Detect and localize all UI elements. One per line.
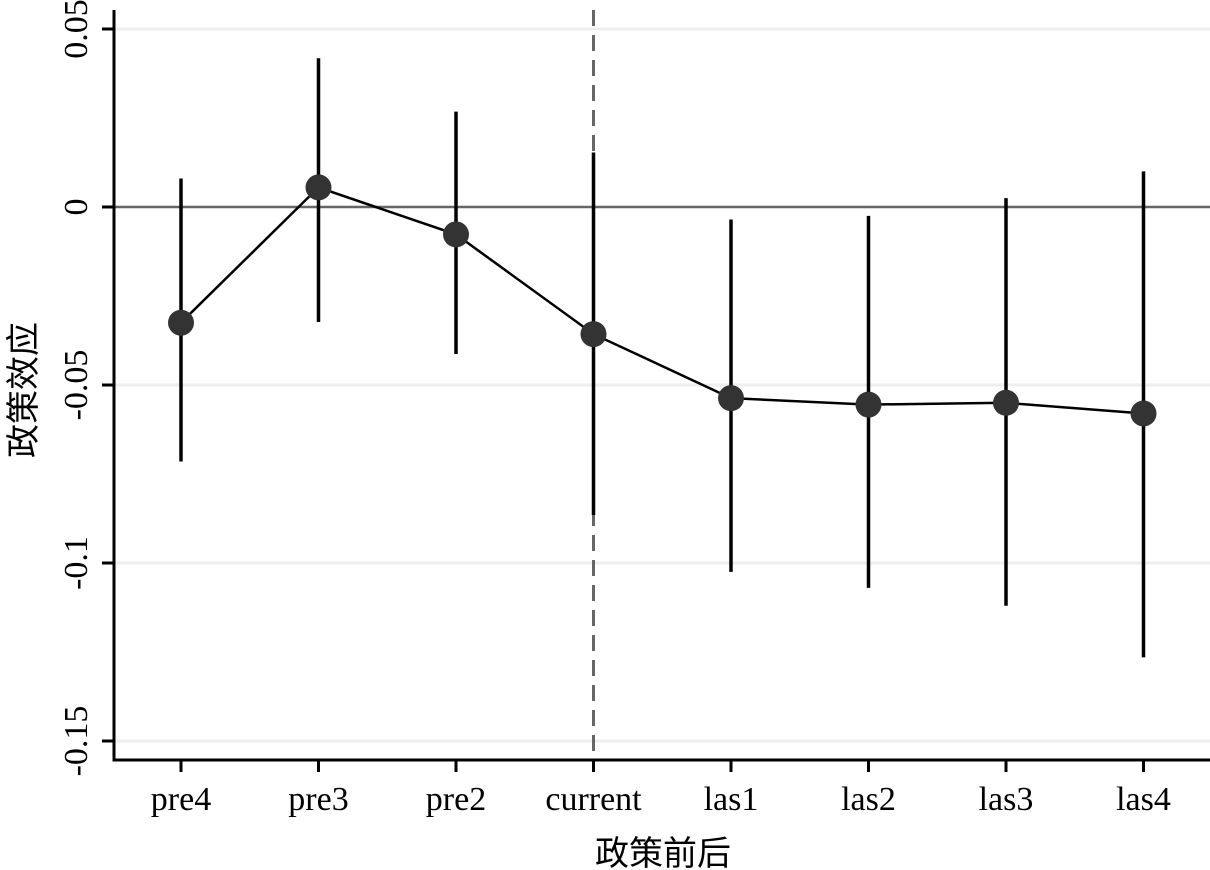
data-point xyxy=(443,221,469,248)
x-tick-label: las4 xyxy=(1116,781,1171,818)
data-point xyxy=(305,174,332,201)
x-tick-labels: pre4 pre3 pre2 current las1 las2 las3 las4 xyxy=(151,781,1171,818)
x-axis-title: 政策前后 xyxy=(595,834,731,870)
y-tick-label: 0 xyxy=(58,199,95,216)
y-tick-label: -0.1 xyxy=(58,536,95,590)
x-tick-label: pre3 xyxy=(288,781,348,818)
data-point xyxy=(1130,400,1157,427)
data-point xyxy=(718,385,744,412)
y-tick-label: -0.15 xyxy=(58,706,95,777)
data-point xyxy=(580,321,607,348)
data-point xyxy=(855,391,882,418)
y-axis-title: 政策效应 xyxy=(4,322,44,458)
x-tick-label: pre2 xyxy=(426,781,486,818)
x-tick-label: las2 xyxy=(841,781,896,818)
x-tick-label: las1 xyxy=(704,781,759,818)
y-tick-label: 0.05 xyxy=(58,0,95,59)
y-tick-labels: 0.05 0 -0.05 -0.1 -0.15 xyxy=(58,0,95,776)
series xyxy=(168,58,1157,658)
x-tick-label: current xyxy=(545,781,642,818)
series-line xyxy=(180,185,1144,415)
x-tick-label: las3 xyxy=(979,781,1034,818)
y-tick-label: -0.05 xyxy=(58,350,95,421)
grid-lines xyxy=(114,27,1210,743)
data-point xyxy=(993,389,1019,416)
x-tick-label: pre4 xyxy=(151,781,211,818)
axes xyxy=(102,10,1210,772)
data-point xyxy=(168,309,194,336)
